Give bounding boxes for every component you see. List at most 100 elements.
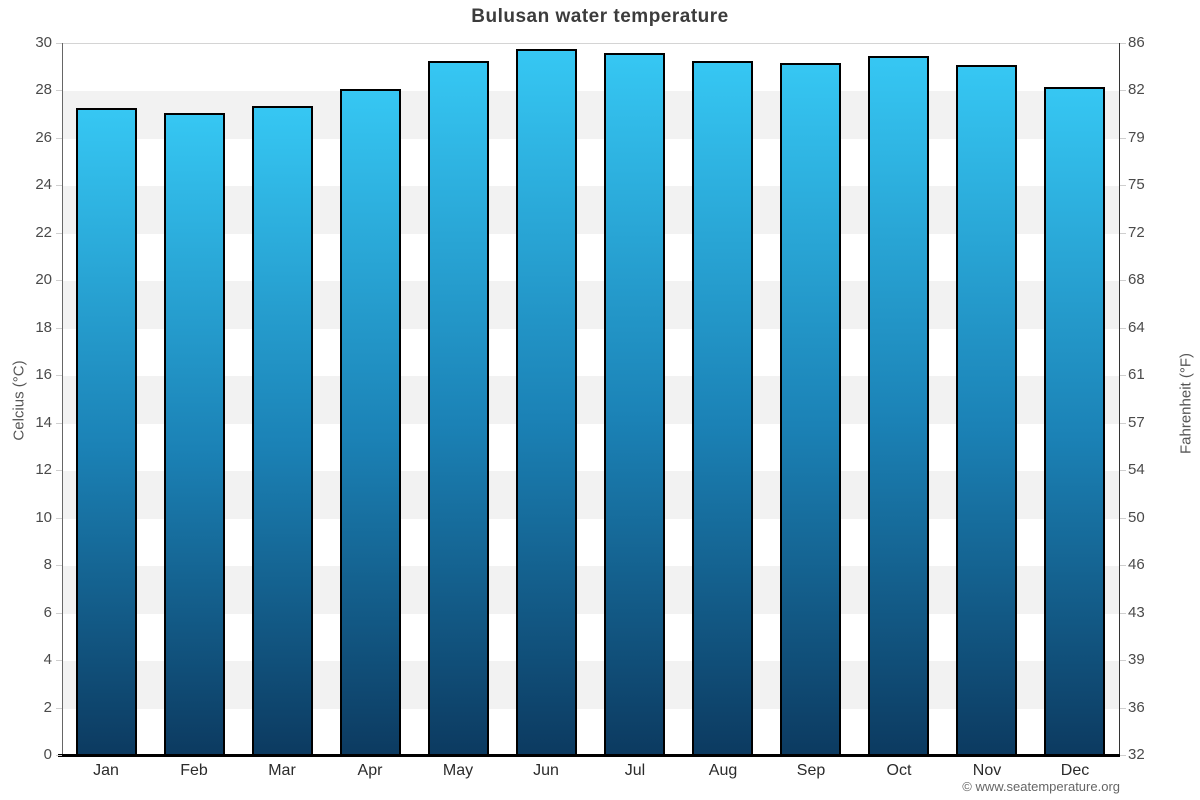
axis-tick-left: [56, 327, 62, 329]
bar-jun[interactable]: [516, 49, 577, 756]
bar-aug[interactable]: [692, 61, 753, 756]
axis-tick-left: [56, 707, 62, 709]
y-tick-label-fahrenheit-82: 82: [1128, 81, 1145, 99]
y-axis-line-fahrenheit: [1119, 43, 1120, 756]
grid-band: [62, 423, 1119, 472]
axis-tick-left: [56, 375, 62, 377]
y-tick-label-celsius-10: 10: [35, 508, 52, 526]
plot-area: [62, 43, 1119, 756]
axis-tick-right: [1120, 565, 1126, 567]
grid-band: [62, 186, 1119, 234]
x-axis-label-jul: Jul: [624, 762, 646, 779]
chart-title: Bulusan water temperature: [471, 6, 729, 27]
y-tick-label-fahrenheit-79: 79: [1128, 128, 1145, 146]
axis-tick-right: [1120, 422, 1126, 424]
grid-band: [62, 471, 1119, 519]
x-axis-label-mar: Mar: [268, 762, 296, 779]
axis-tick-left: [56, 232, 62, 234]
axis-tick-right: [1120, 470, 1126, 472]
y-tick-label-celsius-14: 14: [35, 413, 52, 431]
y-axis-title-celsius: Celcius (°C): [10, 360, 28, 441]
y-tick-label-celsius-30: 30: [35, 34, 52, 51]
y-tick-label-celsius-28: 28: [35, 81, 52, 99]
y-tick-label-celsius-20: 20: [35, 271, 52, 289]
axis-tick-left: [56, 660, 62, 662]
grid-band: [62, 233, 1119, 282]
grid-band: [62, 328, 1119, 377]
y-tick-label-celsius-18: 18: [35, 318, 52, 336]
grid-band: [62, 708, 1119, 756]
bar-sep[interactable]: [780, 63, 841, 756]
x-axis-label-sep: Sep: [796, 762, 826, 779]
axis-tick-left: [56, 280, 62, 282]
y-axis-line-celsius: [62, 43, 63, 755]
y-tick-label-fahrenheit-50: 50: [1128, 508, 1145, 526]
bar-nov[interactable]: [956, 65, 1017, 756]
y-tick-label-fahrenheit-54: 54: [1128, 461, 1145, 479]
y-axis-title-fahrenheit: Fahrenheit (°F): [1177, 352, 1195, 455]
y-tick-label-celsius-16: 16: [35, 366, 52, 384]
axis-tick-right: [1120, 90, 1126, 92]
bar-jul[interactable]: [604, 53, 665, 756]
y-tick-label-celsius-12: 12: [35, 461, 52, 479]
axis-tick-left: [56, 43, 62, 44]
axis-tick-right: [1120, 327, 1126, 329]
grid-band: [62, 613, 1119, 662]
x-axis-label-nov: Nov: [972, 762, 1002, 779]
grid-band: [62, 566, 1119, 614]
axis-tick-right: [1120, 43, 1126, 44]
x-axis-line: [58, 754, 1120, 757]
y-tick-label-fahrenheit-86: 86: [1128, 34, 1145, 51]
axis-tick-left: [56, 185, 62, 187]
y-tick-label-fahrenheit-57: 57: [1128, 413, 1145, 431]
axis-tick-left: [56, 137, 62, 139]
axis-tick-right: [1120, 375, 1126, 377]
x-axis-label-jun: Jun: [533, 762, 559, 779]
bar-jan[interactable]: [76, 108, 137, 756]
y-tick-label-celsius-26: 26: [35, 128, 52, 146]
axis-tick-right: [1120, 660, 1126, 662]
x-axis-label-may: May: [442, 762, 474, 779]
x-axis-label-feb: Feb: [180, 762, 208, 779]
y-tick-label-celsius-2: 2: [43, 698, 52, 716]
y-tick-label-fahrenheit-36: 36: [1128, 698, 1145, 716]
grid-band: [62, 281, 1119, 329]
bar-mar[interactable]: [252, 106, 313, 756]
axis-tick-left: [56, 90, 62, 92]
axis-tick-left: [56, 422, 62, 424]
bar-may[interactable]: [428, 61, 489, 756]
grid-band: [62, 91, 1119, 139]
y-tick-label-fahrenheit-68: 68: [1128, 271, 1145, 289]
y-tick-label-celsius-0: 0: [43, 746, 52, 763]
y-tick-label-fahrenheit-32: 32: [1128, 746, 1145, 763]
axis-tick-left: [56, 517, 62, 519]
y-tick-label-fahrenheit-64: 64: [1128, 318, 1145, 336]
grid-band: [62, 376, 1119, 424]
axis-tick-right: [1120, 137, 1126, 139]
axis-tick-left: [56, 612, 62, 614]
axis-tick-right: [1120, 612, 1126, 614]
axis-tick-left: [56, 565, 62, 567]
y-tick-label-fahrenheit-46: 46: [1128, 556, 1145, 574]
axis-tick-right: [1120, 517, 1126, 519]
x-axis-label-oct: Oct: [886, 762, 912, 779]
bar-dec[interactable]: [1044, 87, 1105, 756]
y-tick-label-fahrenheit-43: 43: [1128, 603, 1145, 621]
grid-band: [62, 518, 1119, 567]
y-tick-label-fahrenheit-72: 72: [1128, 223, 1145, 241]
y-tick-label-celsius-8: 8: [43, 556, 52, 574]
x-axis-label-apr: Apr: [357, 762, 383, 779]
axis-tick-left: [56, 470, 62, 472]
bar-feb[interactable]: [164, 113, 225, 756]
y-tick-label-fahrenheit-75: 75: [1128, 176, 1145, 194]
bar-apr[interactable]: [340, 89, 401, 756]
grid-band: [62, 661, 1119, 709]
x-axis-label-jan: Jan: [93, 762, 119, 779]
y-tick-label-celsius-6: 6: [43, 603, 52, 621]
copyright-link[interactable]: © www.seatemperature.org: [962, 779, 1120, 794]
x-axis-label-aug: Aug: [708, 762, 738, 779]
bar-oct[interactable]: [868, 56, 929, 756]
axis-tick-right: [1120, 185, 1126, 187]
grid-band: [62, 44, 1119, 92]
